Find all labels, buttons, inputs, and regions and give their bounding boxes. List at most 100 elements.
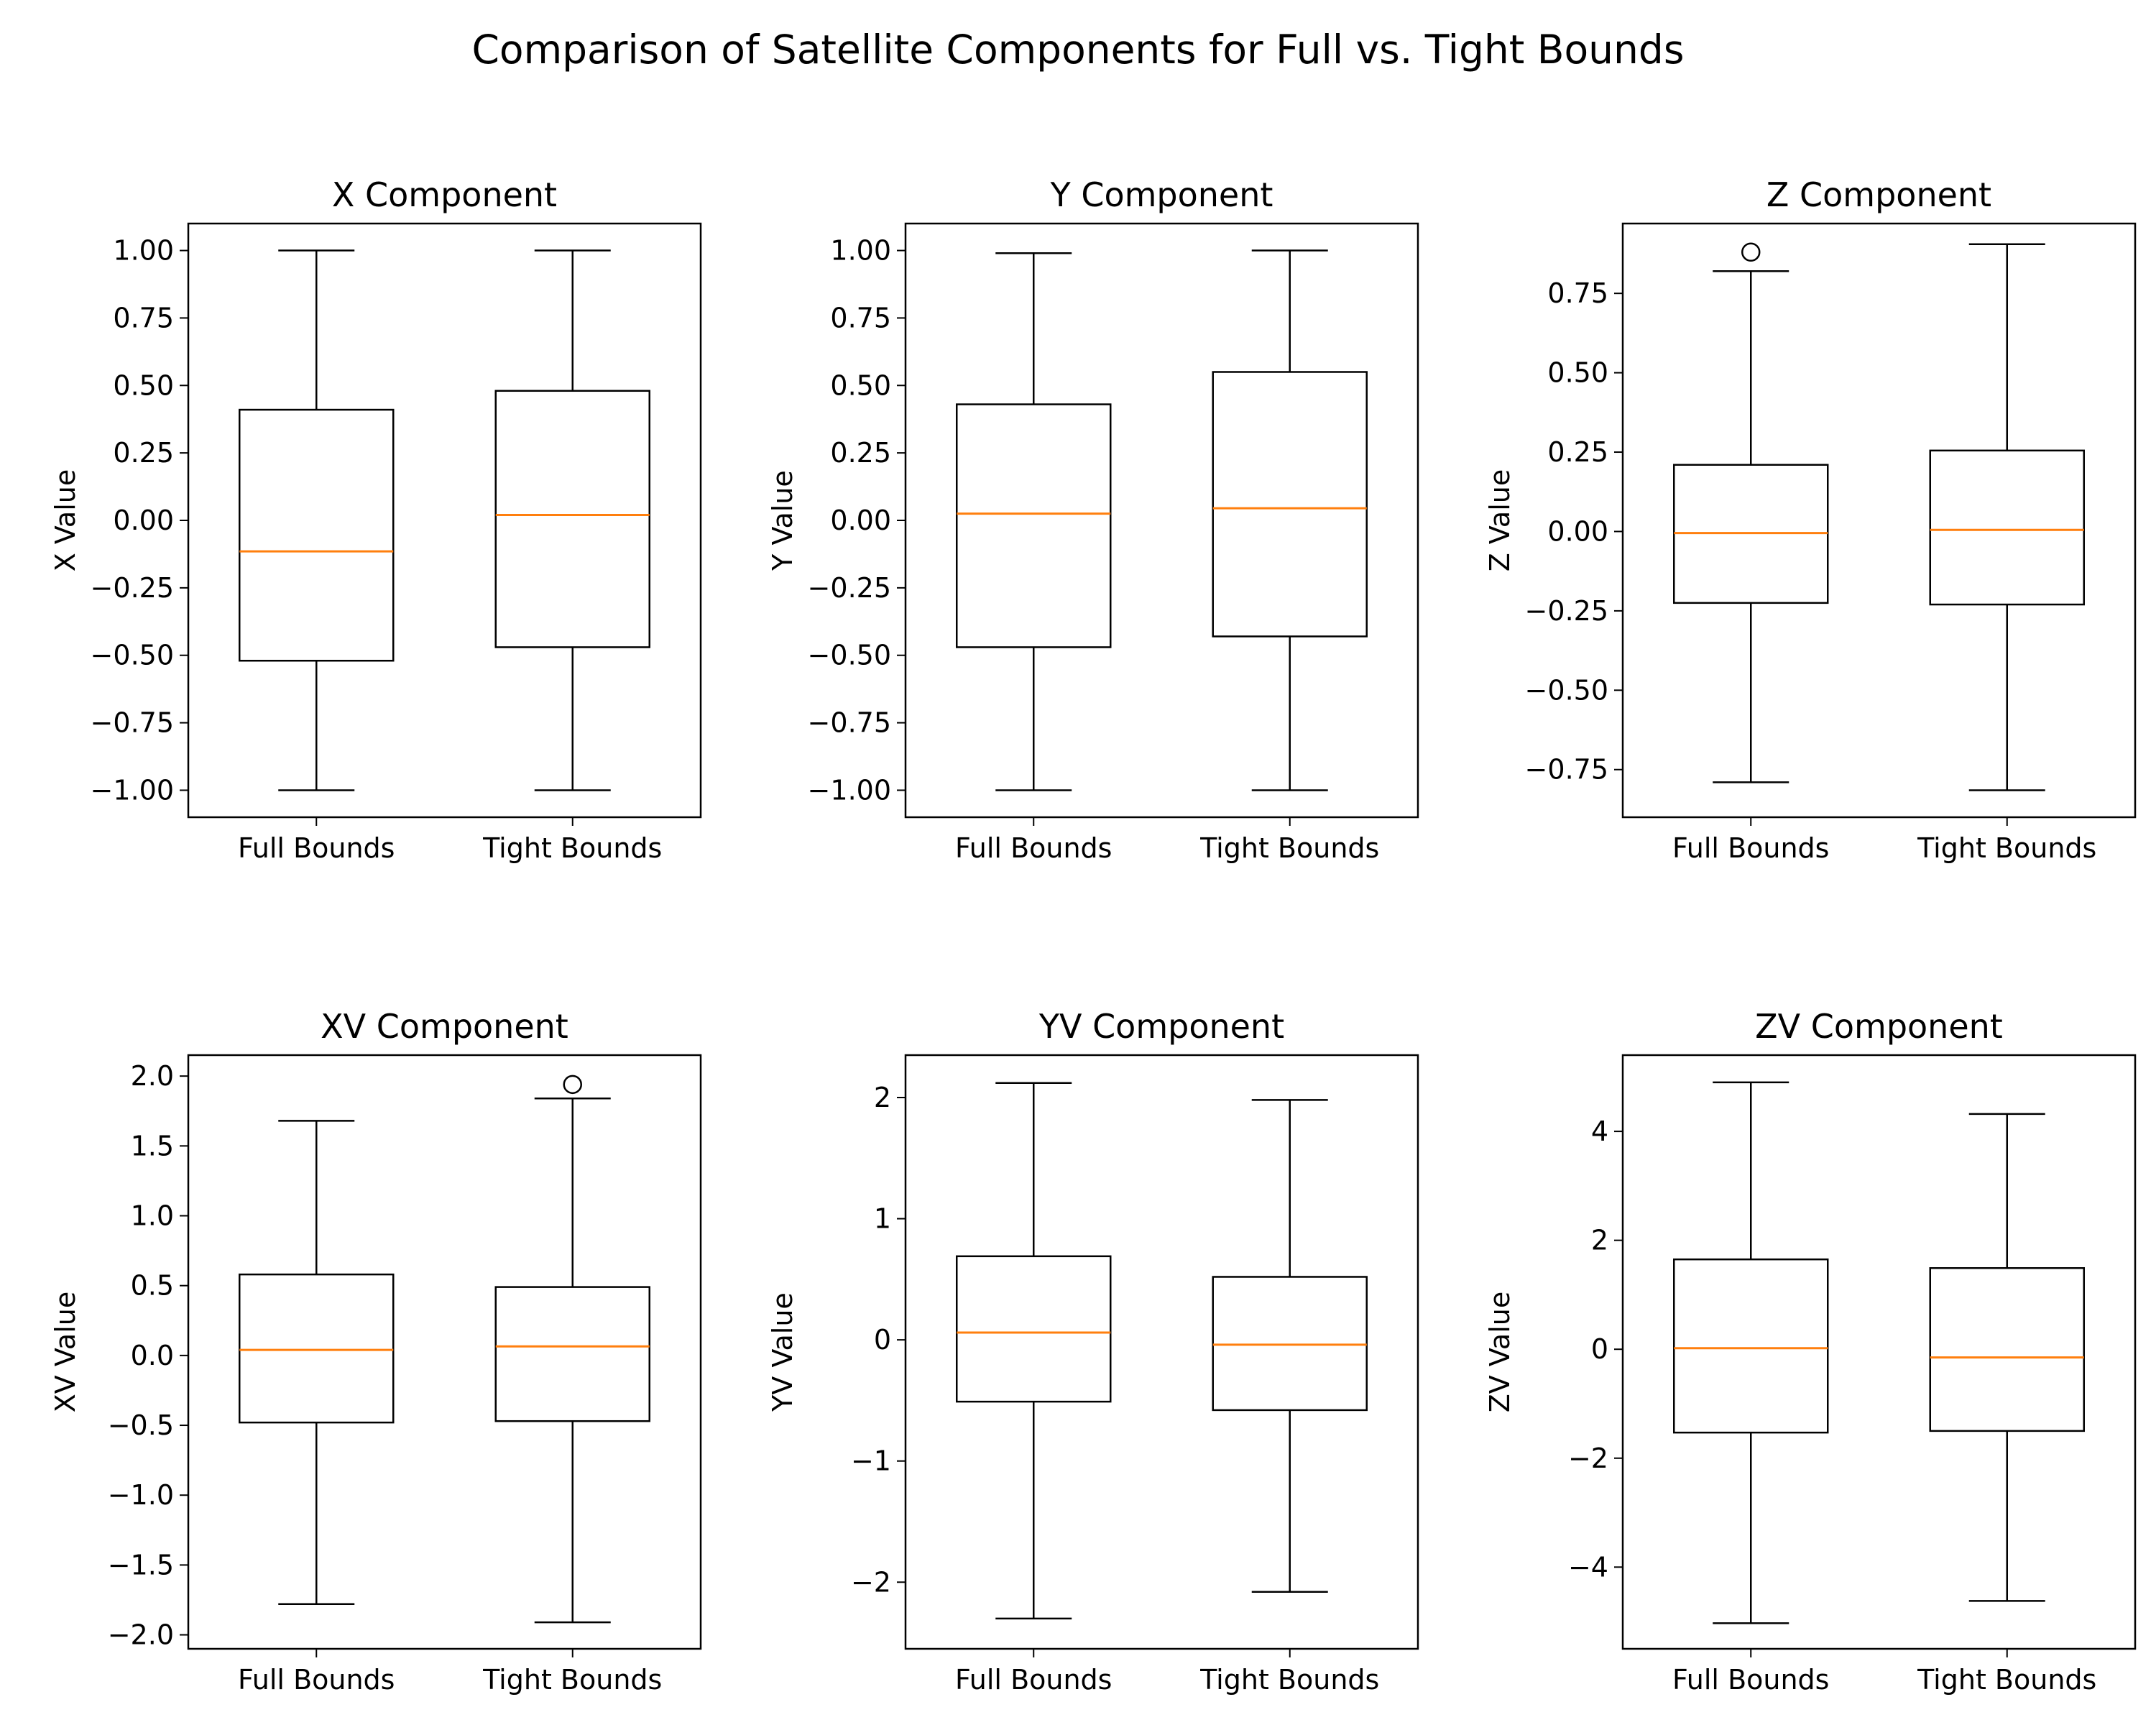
subplot-title: Y Component xyxy=(1050,175,1273,214)
iqr-box xyxy=(1212,1276,1368,1412)
y-tick-label: −0.50 xyxy=(91,640,174,671)
y-tick-label: 4 xyxy=(1591,1116,1608,1147)
x-tick-label: Full Bounds xyxy=(955,832,1112,864)
subplot-5: YV Component YV Value −2 −1 0 1 2 Full Bounds Ti… xyxy=(767,1007,1419,1696)
x-tick-label: Full Bounds xyxy=(238,1664,395,1696)
y-tick-label: 0.00 xyxy=(1547,515,1608,547)
figure-title: Comparison of Satellite Components for F… xyxy=(472,27,1685,73)
y-tick-label: −0.75 xyxy=(1525,754,1608,786)
subplot-title: Z Component xyxy=(1766,175,1991,214)
y-axis-label: ZV Value xyxy=(1484,1292,1516,1412)
box-tight-bounds xyxy=(1929,1113,2085,1602)
y-tick-label: 2 xyxy=(874,1082,891,1113)
y-tick-label: 0.50 xyxy=(113,369,174,401)
iqr-box xyxy=(1929,449,2085,606)
y-tick-label: 1 xyxy=(874,1203,891,1235)
plot-frame xyxy=(1621,1054,2137,1650)
plot-frame xyxy=(1621,222,2137,819)
box-full-bounds xyxy=(956,1082,1112,1620)
outlier-point xyxy=(563,1075,582,1095)
plot-frame xyxy=(904,1054,1419,1650)
y-tick-label: 0.00 xyxy=(113,505,174,536)
y-tick-label: −0.25 xyxy=(91,572,174,604)
y-tick-label: −0.50 xyxy=(808,640,891,671)
x-tick-label: Full Bounds xyxy=(238,832,395,864)
y-tick-label: 0.00 xyxy=(830,505,891,536)
y-axis-label: YV Value xyxy=(767,1292,798,1412)
subplot-title: YV Component xyxy=(1038,1007,1284,1046)
y-tick-label: 0.5 xyxy=(131,1270,174,1302)
y-tick-label: −1.0 xyxy=(108,1479,174,1511)
y-axis-label: X Value xyxy=(50,469,81,571)
iqr-box xyxy=(239,1273,395,1424)
y-tick-label: −0.50 xyxy=(1525,674,1608,706)
y-tick-label: 0.25 xyxy=(1547,436,1608,468)
y-axis-label: XV Value xyxy=(50,1292,81,1412)
y-tick-label: −2 xyxy=(851,1566,891,1598)
y-tick-label: −1.00 xyxy=(808,774,891,806)
y-tick-label: −0.25 xyxy=(1525,595,1608,627)
y-tick-label: 0.75 xyxy=(830,302,891,334)
box-full-bounds xyxy=(1673,242,1829,783)
iqr-box xyxy=(956,1255,1112,1403)
y-tick-label: 1.00 xyxy=(830,235,891,267)
subplot-title: X Component xyxy=(332,175,557,214)
subplot-3: Z Component Z Value −0.75 −0.50 −0.25 0.00 0.2… xyxy=(1484,175,2137,864)
x-tick-label: Tight Bounds xyxy=(1917,832,2096,864)
y-tick-label: −0.5 xyxy=(108,1409,174,1441)
y-tick-label: 0.75 xyxy=(113,302,174,334)
box-full-bounds xyxy=(1673,1081,1829,1624)
iqr-box xyxy=(1673,1258,1829,1434)
box-full-bounds xyxy=(239,249,395,791)
subplot-6: ZV Component ZV Value −4 −2 0 2 4 Full Bounds Ti… xyxy=(1484,1007,2137,1696)
y-tick-label: −2.0 xyxy=(108,1619,174,1651)
y-axis-label: Y Value xyxy=(767,470,798,571)
y-tick-label: 1.00 xyxy=(113,235,174,267)
iqr-box xyxy=(494,1286,650,1422)
box-full-bounds xyxy=(239,1120,395,1606)
y-tick-label: 2 xyxy=(1591,1225,1608,1256)
subplot-2: Y Component Y Value −1.00 −0.75 −0.50 −0.25 0.… xyxy=(767,175,1419,864)
y-tick-label: 0.50 xyxy=(1547,357,1608,389)
subplot-title: XV Component xyxy=(321,1007,568,1046)
y-tick-label: −1.5 xyxy=(108,1549,174,1581)
iqr-box xyxy=(239,408,395,662)
y-tick-label: 0.50 xyxy=(830,369,891,401)
plot-frame xyxy=(904,222,1419,819)
box-full-bounds xyxy=(956,252,1112,791)
x-tick-label: Tight Bounds xyxy=(1199,1664,1379,1696)
y-tick-label: 1.0 xyxy=(131,1200,174,1232)
subplot-title: ZV Component xyxy=(1755,1007,2003,1046)
x-tick-label: Tight Bounds xyxy=(482,1664,662,1696)
iqr-box xyxy=(1929,1267,2085,1432)
y-tick-label: −1 xyxy=(851,1445,891,1477)
box-tight-bounds xyxy=(1212,1099,1368,1593)
y-tick-label: −1.00 xyxy=(91,774,174,806)
subplot-grid: X Component X Value −1.00 −0.75 −0.50 −0.25 0.… xyxy=(50,175,2137,1696)
x-tick-label: Tight Bounds xyxy=(1917,1664,2096,1696)
x-tick-label: Full Bounds xyxy=(1672,1664,1829,1696)
y-tick-label: 0.75 xyxy=(1547,277,1608,309)
plot-frame xyxy=(187,222,702,819)
y-tick-label: 2.0 xyxy=(131,1060,174,1092)
y-tick-label: 1.5 xyxy=(131,1130,174,1162)
y-tick-label: −4 xyxy=(1568,1551,1608,1583)
x-tick-label: Full Bounds xyxy=(955,1664,1112,1696)
y-axis-label: Z Value xyxy=(1484,469,1516,571)
box-tight-bounds xyxy=(1212,249,1368,791)
box-tight-bounds xyxy=(494,249,650,791)
y-tick-label: 0.25 xyxy=(113,437,174,469)
subplot-4: XV Component XV Value −2.0 −1.5 −1.0 −0.5 0.0 0… xyxy=(50,1007,702,1696)
outlier-point xyxy=(1741,242,1761,262)
y-tick-label: −2 xyxy=(1568,1443,1608,1474)
y-tick-label: 0.0 xyxy=(131,1340,174,1371)
y-tick-label: −0.75 xyxy=(808,707,891,739)
box-tight-bounds xyxy=(494,1075,650,1624)
iqr-box xyxy=(494,390,650,648)
y-tick-label: −0.25 xyxy=(808,572,891,604)
box-tight-bounds xyxy=(1929,243,2085,791)
x-tick-label: Full Bounds xyxy=(1672,832,1829,864)
x-tick-label: Tight Bounds xyxy=(1199,832,1379,864)
